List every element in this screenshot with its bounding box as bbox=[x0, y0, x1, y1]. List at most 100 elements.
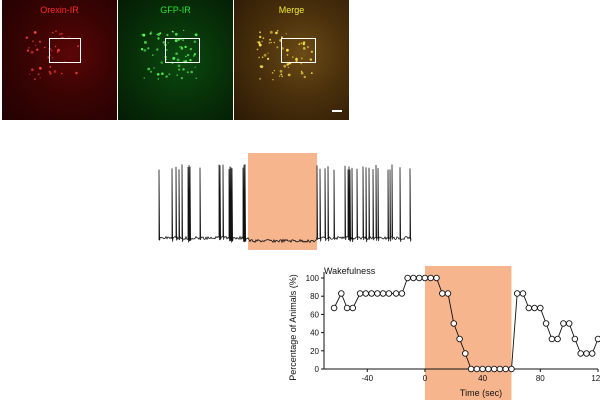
cell-dot bbox=[287, 73, 291, 77]
cell-dot bbox=[263, 53, 267, 57]
merge-cells bbox=[256, 29, 314, 81]
cell-dot bbox=[181, 46, 183, 49]
cell-dot bbox=[54, 45, 57, 48]
cell-dot bbox=[286, 63, 289, 66]
cell-dot bbox=[182, 68, 185, 71]
cell-dot bbox=[307, 46, 309, 48]
cell-dot bbox=[184, 60, 188, 63]
voltage-trace bbox=[158, 164, 412, 244]
roi-box bbox=[165, 38, 200, 63]
cell-dot bbox=[157, 78, 159, 80]
data-point bbox=[594, 335, 600, 343]
cell-dot bbox=[189, 47, 193, 51]
orexin-ir-label: Orexin-IR bbox=[40, 5, 79, 15]
cell-dot bbox=[268, 42, 270, 44]
cell-dot bbox=[161, 72, 164, 75]
y-tick-label: 60 bbox=[310, 310, 319, 319]
cell-dot bbox=[310, 72, 313, 74]
data-point bbox=[479, 365, 486, 373]
cell-dot bbox=[182, 39, 185, 42]
cell-dot bbox=[302, 47, 306, 50]
y-tick-label: 0 bbox=[315, 365, 320, 374]
data-point bbox=[542, 320, 550, 327]
data-point bbox=[531, 304, 538, 312]
chart-title: Wakefulness bbox=[324, 266, 376, 276]
data-point bbox=[404, 274, 411, 282]
cell-dot bbox=[166, 33, 169, 37]
cell-dot bbox=[258, 43, 262, 47]
cell-dot bbox=[168, 73, 171, 76]
cell-dot bbox=[55, 30, 57, 33]
cell-dot bbox=[61, 72, 63, 75]
y-axis-label: Percentage of Animals (%) bbox=[288, 274, 298, 381]
cell-dot bbox=[276, 29, 279, 32]
cell-dot bbox=[269, 38, 271, 41]
cell-dot bbox=[38, 40, 42, 44]
cell-dot bbox=[193, 40, 197, 43]
cell-dot bbox=[153, 67, 155, 69]
cell-dot bbox=[267, 57, 270, 60]
cell-dot bbox=[292, 56, 294, 58]
cell-dot bbox=[279, 69, 283, 73]
stim-window bbox=[424, 266, 512, 400]
y-tick-label: 80 bbox=[310, 292, 319, 301]
cell-dot bbox=[286, 48, 289, 52]
cell-dot bbox=[35, 44, 37, 46]
cell-dot bbox=[303, 75, 306, 79]
data-point bbox=[462, 350, 469, 357]
cell-dot bbox=[149, 70, 153, 73]
data-point bbox=[338, 290, 345, 297]
cell-dot bbox=[29, 73, 31, 75]
cell-dot bbox=[25, 36, 28, 39]
data-point bbox=[368, 290, 375, 297]
trace-svg bbox=[158, 153, 412, 250]
cell-dot bbox=[34, 31, 36, 33]
cell-dot bbox=[275, 31, 278, 35]
cell-dot bbox=[156, 73, 160, 76]
cell-dot bbox=[48, 70, 51, 73]
cell-dot bbox=[142, 33, 146, 37]
cell-dot bbox=[51, 57, 54, 59]
data-point bbox=[554, 335, 561, 343]
scale-bar bbox=[332, 110, 342, 112]
cell-dot bbox=[33, 78, 36, 81]
cell-dot bbox=[171, 30, 174, 33]
cell-dot bbox=[259, 77, 262, 80]
merge-panel: Merge bbox=[234, 0, 349, 120]
cell-dot bbox=[51, 50, 53, 52]
data-point bbox=[565, 320, 573, 327]
cell-dot bbox=[309, 58, 312, 61]
cell-dot bbox=[283, 64, 287, 68]
cell-dot bbox=[147, 67, 151, 71]
data-point bbox=[508, 365, 515, 373]
y-tick-label: 100 bbox=[306, 274, 320, 283]
roi-box bbox=[281, 38, 316, 63]
cell-dot bbox=[167, 42, 169, 44]
cell-dot bbox=[310, 50, 314, 53]
cell-dot bbox=[180, 77, 183, 80]
data-point bbox=[496, 365, 504, 373]
cell-dot bbox=[143, 77, 146, 79]
x-tick-label: -40 bbox=[361, 374, 373, 383]
cell-dot bbox=[39, 66, 42, 70]
cell-dot bbox=[193, 55, 195, 57]
cell-dot bbox=[186, 71, 189, 74]
data-point bbox=[473, 365, 481, 373]
data-point bbox=[485, 365, 492, 373]
cell-dot bbox=[281, 75, 284, 78]
cell-dot bbox=[278, 75, 281, 77]
cell-dot bbox=[49, 66, 52, 68]
data-point bbox=[427, 274, 434, 282]
cell-dot bbox=[31, 68, 34, 72]
cell-dot bbox=[51, 31, 54, 34]
data-point bbox=[392, 290, 400, 297]
data-point bbox=[490, 365, 498, 373]
data-point bbox=[343, 304, 351, 312]
cell-dot bbox=[300, 42, 303, 45]
cell-dot bbox=[175, 52, 178, 55]
cell-dot bbox=[186, 53, 190, 57]
cell-dot bbox=[267, 52, 269, 54]
data-point bbox=[433, 274, 440, 282]
cell-dot bbox=[176, 74, 179, 77]
cell-dot bbox=[156, 48, 159, 51]
